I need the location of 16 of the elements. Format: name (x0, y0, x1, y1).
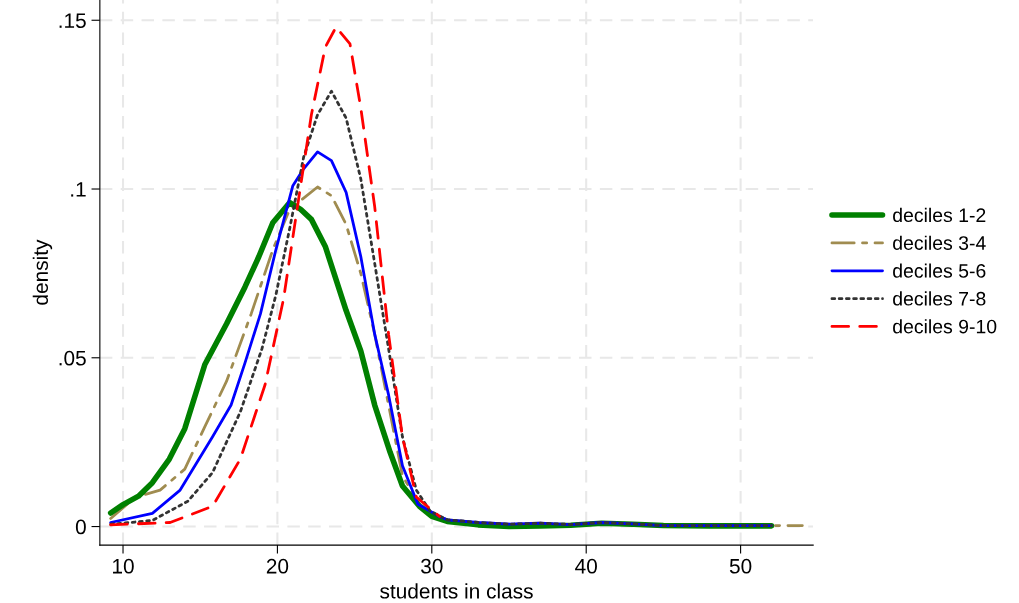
y-tick-label: .05 (59, 350, 86, 366)
legend-label: deciles 5-6 (893, 263, 986, 278)
legend-label: deciles 9-10 (893, 319, 997, 334)
x-tick-label: 20 (266, 558, 289, 574)
legend-label: deciles 7-8 (893, 291, 986, 306)
legend-label: deciles 3-4 (893, 235, 986, 250)
x-axis-title: students in class (380, 583, 533, 599)
x-tick-label: 40 (575, 558, 597, 574)
x-tick-label: 50 (729, 558, 752, 574)
x-tick-label: 30 (421, 558, 443, 574)
legend-label: deciles 1-2 (893, 207, 986, 223)
x-tick-label: 10 (113, 558, 134, 574)
y-tick-label: 0 (75, 519, 86, 535)
y-tick-label: .15 (59, 13, 86, 29)
y-axis-title: density (32, 239, 53, 305)
y-tick-label: .1 (71, 182, 86, 197)
